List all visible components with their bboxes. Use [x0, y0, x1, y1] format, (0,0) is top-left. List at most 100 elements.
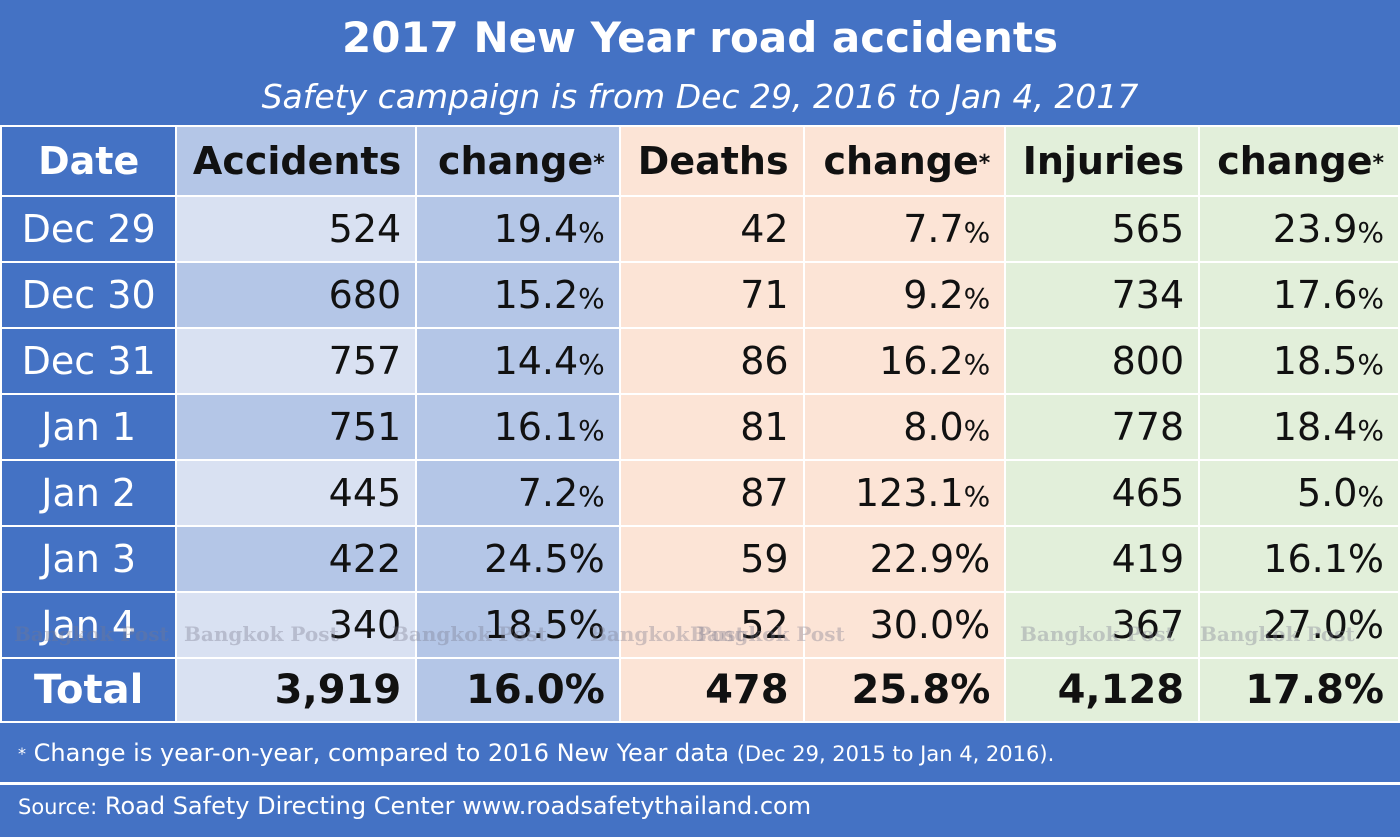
cell-accidents-change-value: 16.1	[493, 405, 579, 449]
percent-sign: %	[1347, 537, 1384, 581]
cell-accidents-value: 757	[328, 339, 402, 383]
table-row: Jan 2 445 7.2% 87 123.1% 465 5.0%	[0, 459, 1400, 527]
cell-injuries-value: 565	[1111, 207, 1185, 251]
percent-sign: %	[954, 603, 991, 647]
cell-injuries-change: 18.4%	[1198, 393, 1400, 461]
asterisk-mark: *	[1372, 151, 1384, 176]
cell-date: Jan 2	[0, 459, 178, 527]
cell-injuries: 465	[1004, 459, 1201, 527]
cell-deaths-change-value: 9.2	[903, 273, 964, 317]
cell-total-injuries-change-value: 17.8%	[1245, 667, 1384, 713]
cell-deaths-value: 81	[740, 405, 789, 449]
cell-injuries-change: 17.6%	[1198, 261, 1400, 329]
header-change-label: change	[823, 139, 979, 183]
cell-date: Dec 30	[0, 261, 178, 329]
header-injuries-change: change*	[1198, 125, 1400, 197]
cell-accidents-value: 445	[328, 471, 402, 515]
cell-accidents-change: 18.5%	[415, 591, 621, 659]
cell-injuries-change-value: 5.0	[1296, 471, 1358, 515]
cell-deaths-change: 7.7%	[802, 195, 1007, 263]
cell-accidents-value: 340	[328, 603, 402, 647]
percent-sign: %	[568, 603, 605, 647]
cell-injuries: 734	[1004, 261, 1201, 329]
percent-sign: %	[1357, 414, 1384, 447]
cell-deaths: 59	[618, 525, 805, 593]
cell-accidents: 422	[175, 525, 418, 593]
cell-injuries-change-value: 23.9	[1272, 207, 1358, 251]
cell-accidents: 751	[175, 393, 418, 461]
cell-injuries: 778	[1004, 393, 1201, 461]
cell-accidents-change: 16.1%	[415, 393, 621, 461]
cell-deaths-change: 16.2%	[802, 327, 1007, 395]
cell-deaths-value: 59	[740, 537, 789, 581]
cell-injuries: 800	[1004, 327, 1201, 395]
header-accidents: Accidents	[175, 125, 418, 197]
cell-deaths-change: 8.0%	[802, 393, 1007, 461]
table-body: Dec 29 524 19.4% 42 7.7% 565 23.9% Dec 30 680 15.…	[0, 195, 1400, 723]
cell-accidents-value: 751	[328, 405, 402, 449]
footnote-text: Change is year-on-year, compared to 2016…	[33, 739, 730, 767]
header-change-label: change	[438, 139, 594, 183]
percent-sign: %	[1357, 282, 1384, 315]
cell-accidents-change-value: 14.4	[493, 339, 579, 383]
cell-total-deaths-change: 25.8%	[802, 657, 1007, 723]
percent-sign: %	[578, 282, 605, 315]
cell-accidents-value: 422	[328, 537, 402, 581]
cell-injuries-change-value: 17.6	[1272, 273, 1358, 317]
table-row: Dec 29 524 19.4% 42 7.7% 565 23.9%	[0, 195, 1400, 263]
cell-deaths-value: 71	[740, 273, 789, 317]
percent-sign: %	[1347, 603, 1384, 647]
cell-injuries-change: 16.1%	[1198, 525, 1400, 593]
cell-injuries-value: 778	[1111, 405, 1185, 449]
percent-sign: %	[963, 480, 991, 513]
source-text: Road Safety Directing Center www.roadsaf…	[104, 792, 812, 820]
cell-total-accidents: 3,919	[175, 657, 418, 723]
header-change-label: change	[1217, 139, 1373, 183]
table-row: Jan 4 340 18.5% 52 30.0% 367 27.0%	[0, 591, 1400, 659]
cell-total-accidents-value: 3,919	[274, 667, 402, 713]
accidents-table: Date Accidents change* Deaths change* In…	[0, 125, 1400, 723]
cell-accidents: 680	[175, 261, 418, 329]
percent-sign: %	[578, 414, 605, 447]
cell-deaths-change-value: 30.0	[869, 603, 955, 647]
header-deaths-change: change*	[802, 125, 1007, 197]
cell-injuries: 419	[1004, 525, 1201, 593]
cell-deaths-change-value: 7.7	[903, 207, 964, 251]
footer-divider	[0, 782, 1400, 785]
header-row: Date Accidents change* Deaths change* In…	[0, 125, 1400, 197]
cell-injuries-value: 800	[1111, 339, 1185, 383]
percent-sign: %	[963, 414, 991, 447]
percent-sign: %	[1357, 216, 1384, 249]
cell-injuries-value: 465	[1111, 471, 1185, 515]
cell-injuries-change: 27.0%	[1198, 591, 1400, 659]
cell-accidents-change: 19.4%	[415, 195, 621, 263]
cell-accidents-change: 7.2%	[415, 459, 621, 527]
chart-subtitle: Safety campaign is from Dec 29, 2016 to …	[261, 77, 1139, 116]
cell-injuries-change-value: 27.0	[1263, 603, 1348, 647]
table-row: Jan 3 422 24.5% 59 22.9% 419 16.1%	[0, 525, 1400, 593]
cell-deaths-change: 22.9%	[802, 525, 1007, 593]
cell-deaths-value: 86	[740, 339, 789, 383]
asterisk-mark: *	[978, 151, 991, 176]
cell-accidents-change-value: 7.2	[517, 471, 579, 515]
table-row: Dec 30 680 15.2% 71 9.2% 734 17.6%	[0, 261, 1400, 329]
cell-deaths-value: 42	[740, 207, 789, 251]
cell-injuries-change-value: 18.5	[1272, 339, 1358, 383]
cell-date: Dec 29	[0, 195, 178, 263]
cell-injuries-value: 419	[1111, 537, 1185, 581]
cell-date: Dec 31	[0, 327, 178, 395]
cell-deaths: 81	[618, 393, 805, 461]
footnote: * Change is year-on-year, compared to 20…	[18, 734, 1388, 773]
cell-injuries-change: 5.0%	[1198, 459, 1400, 527]
header-accidents-change: change*	[415, 125, 621, 197]
header-deaths: Deaths	[618, 125, 805, 197]
percent-sign: %	[568, 537, 605, 581]
cell-injuries: 367	[1004, 591, 1201, 659]
cell-deaths-change-value: 22.9	[869, 537, 955, 581]
cell-injuries-change: 18.5%	[1198, 327, 1400, 395]
cell-accidents-change-value: 15.2	[493, 273, 579, 317]
footnote-paren: (Dec 29, 2015 to Jan 4, 2016).	[736, 742, 1055, 766]
cell-deaths: 86	[618, 327, 805, 395]
percent-sign: %	[954, 537, 991, 581]
cell-date: Jan 1	[0, 393, 178, 461]
